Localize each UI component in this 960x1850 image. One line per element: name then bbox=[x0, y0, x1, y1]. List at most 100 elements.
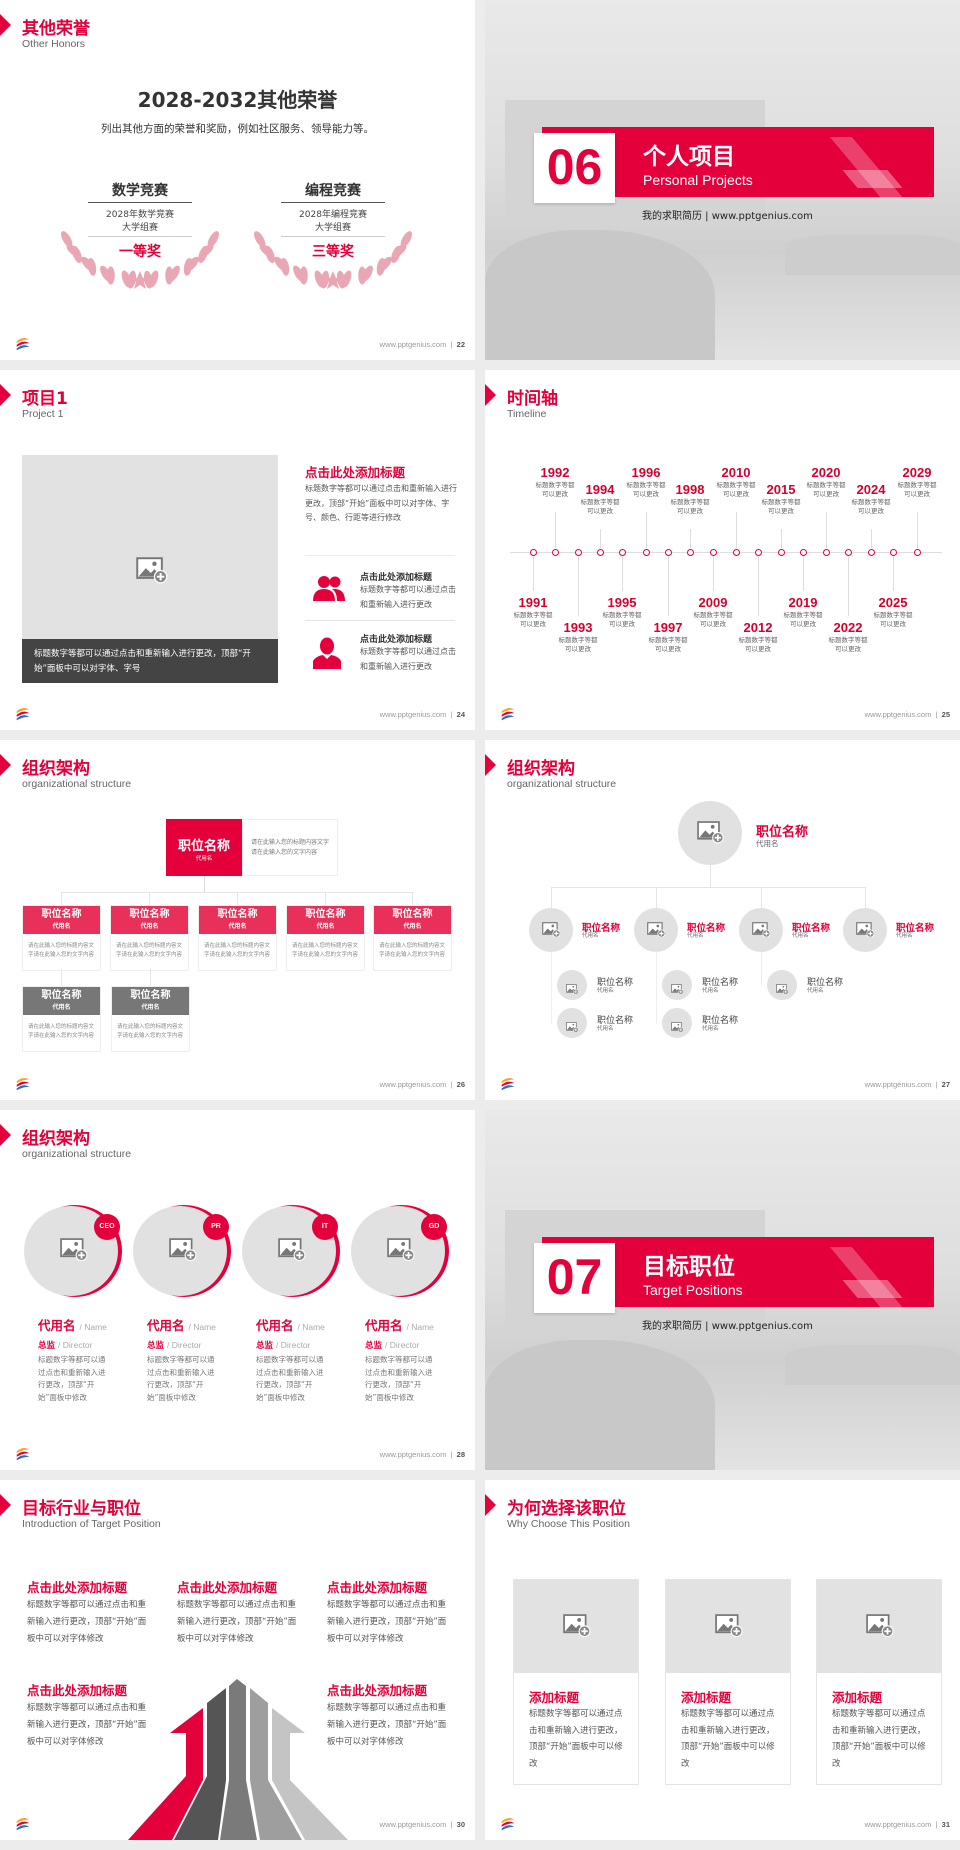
hedge-shape bbox=[485, 230, 715, 360]
timeline-node[interactable] bbox=[686, 548, 694, 556]
timeline-node[interactable] bbox=[822, 548, 830, 556]
slide-s22: 其他荣誉 Other Honors www.pptgenius.com | 22 20… bbox=[0, 0, 475, 360]
timeline-node[interactable] bbox=[574, 548, 582, 556]
section-number-box: 07 bbox=[534, 1243, 615, 1313]
org-box[interactable]: 职位名称 代用名 请在此输入您的标题内容文字请在此输入您的文字内容 bbox=[110, 905, 189, 971]
timeline-year: 1996 bbox=[631, 465, 661, 480]
org-box[interactable]: 职位名称 代用名 请在此输入您的标题内容文字请在此输入您的文字内容 bbox=[111, 986, 190, 1052]
connector-line bbox=[204, 876, 205, 892]
position-code: 代用名 bbox=[756, 839, 779, 848]
slide-s26: 组织架构 organizational structure www.pptgeniu… bbox=[0, 740, 475, 1100]
org-box-code: 代用名 bbox=[52, 1004, 71, 1011]
divider bbox=[88, 202, 192, 203]
timeline-node[interactable] bbox=[732, 548, 740, 556]
org-box-header: 职位名称 代用名 bbox=[199, 906, 276, 934]
org-box[interactable]: 职位名称 代用名 请在此输入您的标题内容文字请在此输入您的文字内容 bbox=[286, 905, 365, 971]
timeline-node[interactable] bbox=[913, 548, 921, 556]
reason-card[interactable]: 添加标题 标题数字等都可以通过点击和重新输入进行更改，顶部“开始”面板中可以修改 bbox=[513, 1579, 639, 1785]
org-box[interactable]: 职位名称 代用名 请在此输入您的标题内容文字请在此输入您的文字内容 bbox=[373, 905, 452, 971]
slide-s07: 07 目标职位 Target Positions 我的求职简历 | www.pptge… bbox=[485, 1110, 960, 1470]
member-name-line: 代用名 / Name bbox=[256, 1315, 325, 1334]
connector-line bbox=[761, 952, 762, 986]
award-detail: 2028年数学竞赛 bbox=[106, 210, 174, 220]
slide-s28: 组织架构 organizational structure www.pptgeniu… bbox=[0, 1110, 475, 1470]
org-box[interactable]: 职位名称 代用名 请在此输入您的标题内容文字请在此输入您的文字内容 bbox=[22, 905, 101, 971]
reason-card[interactable]: 添加标题 标题数字等都可以通过点击和重新输入进行更改，顶部“开始”面板中可以修改 bbox=[665, 1579, 791, 1785]
footer-url: www.pptgenius.com bbox=[379, 1820, 447, 1829]
page-number: 30 bbox=[456, 1820, 465, 1829]
member-name-en: / Name bbox=[79, 1322, 107, 1332]
timeline-node[interactable] bbox=[596, 548, 604, 556]
card-text: 标题数字等都可以通过点击和重新输入进行更改，顶部“开始”面板中可以修改 bbox=[681, 1709, 775, 1769]
footer-url: www.pptgenius.com bbox=[379, 340, 447, 349]
person-icon bbox=[312, 637, 342, 673]
logo-icon bbox=[14, 1075, 32, 1093]
timeline-node[interactable] bbox=[799, 548, 807, 556]
timeline-caption: 标题数字等都可以更改 bbox=[873, 611, 913, 628]
image-caption: 标题数字等都可以通过点击和重新输入进行更改，顶部“开始”面板中可以对字体、字号 bbox=[34, 649, 251, 674]
footer-url: www.pptgenius.com bbox=[864, 1820, 932, 1829]
position-title: 职位名称 bbox=[792, 923, 831, 934]
slide-title: 目标行业与职位 bbox=[22, 1499, 141, 1519]
image-placeholder-icon bbox=[387, 1238, 415, 1262]
divider bbox=[281, 236, 385, 237]
timeline-caption: 标题数字等都可以更改 bbox=[535, 481, 575, 498]
connector-line bbox=[237, 892, 238, 905]
org-top-box[interactable]: 职位名称 代用名 bbox=[166, 819, 242, 876]
image-placeholder-icon bbox=[696, 821, 724, 844]
connector-line bbox=[761, 887, 762, 908]
timeline-node[interactable] bbox=[529, 548, 537, 556]
timeline-year: 2020 bbox=[811, 465, 841, 480]
timeline-node[interactable] bbox=[642, 548, 650, 556]
connector-line bbox=[690, 529, 691, 548]
timeline-node[interactable] bbox=[618, 548, 626, 556]
red-arrow bbox=[128, 1708, 203, 1840]
position-title: 职位名称 bbox=[687, 923, 726, 934]
footer-url: www.pptgenius.com bbox=[379, 1080, 447, 1089]
award-name: 数学竞赛 bbox=[112, 183, 168, 199]
member-name-line: 代用名 / Name bbox=[365, 1315, 434, 1334]
position-title: 职位名称 bbox=[702, 978, 739, 988]
award-prize: 三等奖 bbox=[312, 244, 354, 260]
timeline-node[interactable] bbox=[889, 548, 897, 556]
member-role-line: 总监 / Director bbox=[365, 1333, 420, 1352]
footer: www.pptgenius.com | 30 bbox=[380, 1820, 465, 1829]
position-code: 代用名 bbox=[702, 1026, 719, 1032]
connector-line bbox=[622, 556, 623, 591]
slide-subtitle: Project 1 bbox=[22, 408, 64, 420]
org-box[interactable]: 职位名称 代用名 请在此输入您的标题内容文字请在此输入您的文字内容 bbox=[22, 986, 101, 1052]
timeline-caption: 标题数字等都可以更改 bbox=[626, 481, 666, 498]
timeline-node[interactable] bbox=[551, 548, 559, 556]
section-title: 目标职位 bbox=[643, 1254, 735, 1280]
timeline-node[interactable] bbox=[709, 548, 717, 556]
slide-s27: 组织架构 organizational structure www.pptgeniu… bbox=[485, 740, 960, 1100]
page-number: 22 bbox=[456, 340, 465, 349]
org-box[interactable]: 职位名称 代用名 请在此输入您的标题内容文字请在此输入您的文字内容 bbox=[198, 905, 277, 971]
timeline-caption: 标题数字等都可以更改 bbox=[693, 611, 733, 628]
timeline-node[interactable] bbox=[844, 548, 852, 556]
slide-s25: 时间轴 Timeline www.pptgenius.com | 25 1991 标题数… bbox=[485, 370, 960, 730]
image-placeholder-icon bbox=[670, 1017, 684, 1033]
org-box-code: 代用名 bbox=[228, 923, 247, 930]
timeline-caption: 标题数字等都可以更改 bbox=[716, 481, 756, 498]
position-code: 代用名 bbox=[792, 933, 809, 939]
reason-card[interactable]: 添加标题 标题数字等都可以通过点击和重新输入进行更改，顶部“开始”面板中可以修改 bbox=[816, 1579, 942, 1785]
org-box-header: 职位名称 代用名 bbox=[112, 987, 189, 1015]
timeline-node[interactable] bbox=[777, 548, 785, 556]
card-title: 添加标题 bbox=[832, 1690, 883, 1705]
org-box-code: 代用名 bbox=[141, 1004, 160, 1011]
connector-line bbox=[710, 865, 711, 887]
footer-url: www.pptgenius.com bbox=[864, 710, 932, 719]
connector-line bbox=[646, 512, 647, 548]
timeline-node[interactable] bbox=[754, 548, 762, 556]
position-title: 职位名称 bbox=[702, 1016, 739, 1026]
section-tagline: 我的求职简历 | www.pptgenius.com bbox=[642, 1321, 813, 1332]
timeline-node[interactable] bbox=[867, 548, 875, 556]
page-number: 25 bbox=[941, 710, 950, 719]
connector-line bbox=[578, 556, 579, 616]
card-text: 标题数字等都可以通过点击和重新输入进行更改，顶部“开始”面板中可以修改 bbox=[529, 1709, 623, 1769]
block-text: 标题数字等都可以通过点击和重新输入进行更改，顶部“开始”面板中可以对字体修改 bbox=[327, 1600, 447, 1644]
position-title: 职位名称 bbox=[756, 825, 809, 840]
slide-subtitle: organizational structure bbox=[507, 778, 617, 790]
timeline-node[interactable] bbox=[664, 548, 672, 556]
